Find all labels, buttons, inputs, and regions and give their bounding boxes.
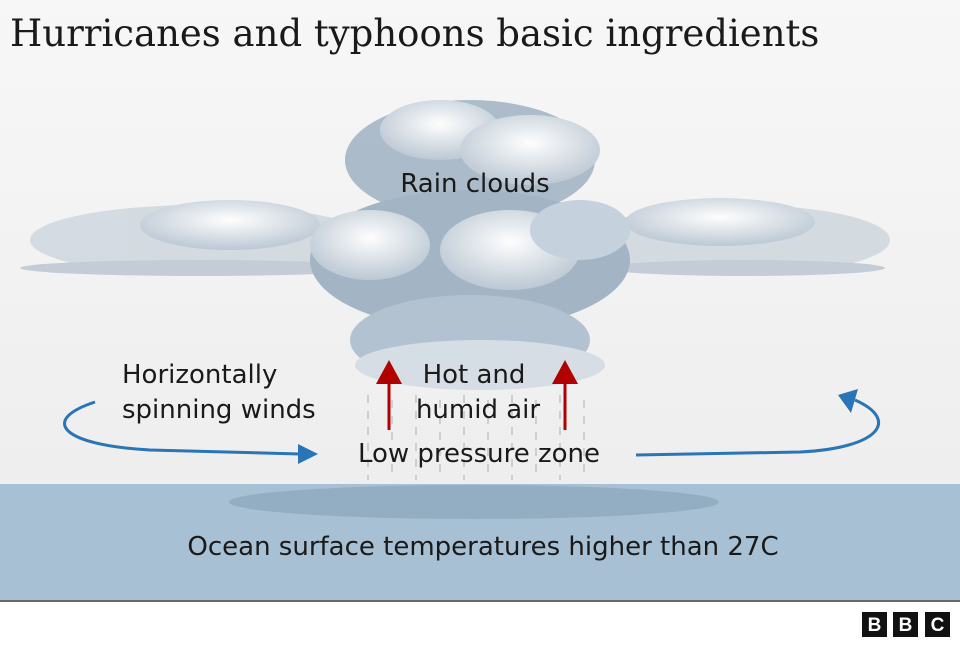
logo-letter: B — [899, 615, 913, 636]
ocean-shadow — [229, 485, 719, 519]
hot-air-label: Hot and — [423, 360, 526, 390]
bbc-logo: B B C — [862, 612, 950, 637]
winds-label: spinning winds — [122, 395, 316, 425]
rain-clouds-label: Rain clouds — [400, 169, 549, 199]
title: Hurricanes and typhoons basic ingredient… — [10, 12, 819, 55]
logo-letter: B — [868, 615, 882, 636]
winds-label: Horizontally — [122, 360, 277, 390]
clouds — [20, 100, 890, 390]
low-pressure-label: Low pressure zone — [358, 439, 600, 469]
hot-air-label: humid air — [416, 395, 540, 425]
updraft-arrows — [376, 360, 578, 430]
ocean-label: Ocean surface temperatures higher than 2… — [187, 532, 778, 562]
wind-arrows — [63, 389, 880, 464]
logo-letter: C — [931, 615, 945, 636]
rain — [367, 395, 585, 480]
